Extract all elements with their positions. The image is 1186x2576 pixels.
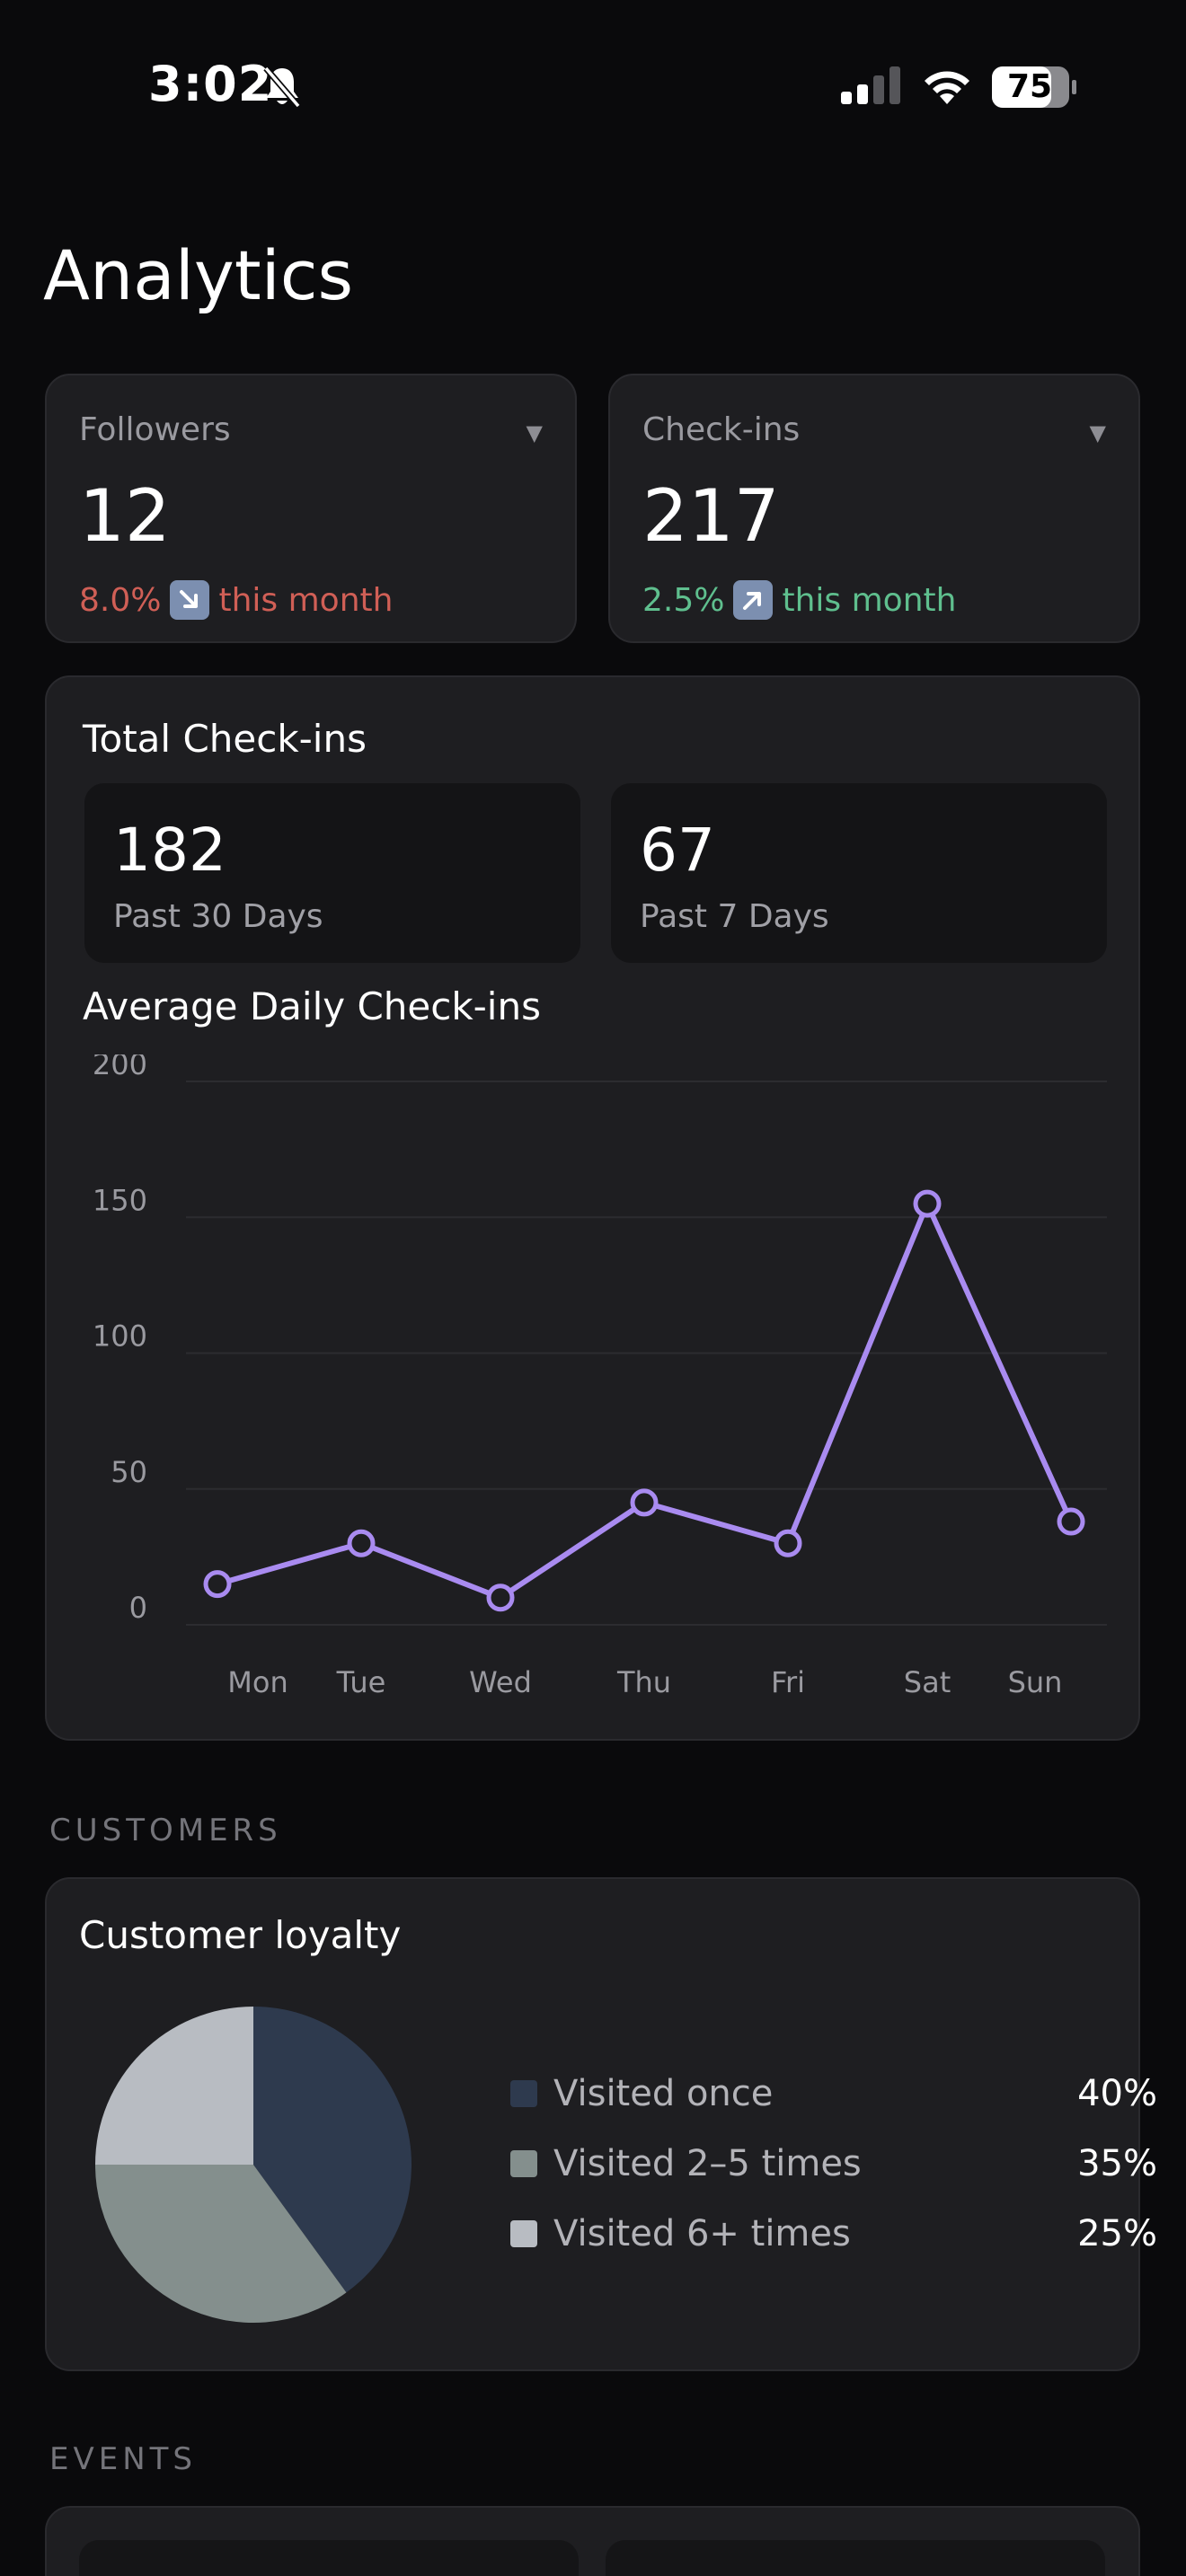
legend-swatch (510, 2150, 537, 2177)
arrow-up-right-icon (733, 580, 774, 620)
stat-period: this month (218, 581, 394, 619)
x-tick-label: Thu (616, 1665, 671, 1699)
legend-percent: 40% (1077, 2073, 1157, 2114)
arrow-down-right-icon (170, 580, 210, 620)
stat-trend: 2.5% this month (642, 580, 956, 620)
x-tick-label: Sat (904, 1665, 951, 1699)
stat-value: 217 (642, 474, 780, 558)
legend-label: Visited 6+ times (553, 2213, 851, 2254)
customer-loyalty-card: Customer loyalty Visited once 40% Visite… (45, 1877, 1157, 2371)
legend-swatch (510, 2220, 537, 2247)
average-daily-checkins-chart: 0 50 100 150 200 Mon Tue Wed Thu Fri Sat Sun (93, 1054, 1107, 1699)
legend-percent: 25% (1077, 2213, 1157, 2254)
data-point (774, 1529, 802, 1557)
data-point (1057, 1507, 1085, 1536)
stat-label: Check-ins (642, 411, 801, 448)
status-time: 3:02 (148, 56, 273, 112)
checkins-7-days-value: 67 (640, 816, 715, 885)
y-tick-label: 0 (129, 1591, 147, 1625)
chart-title: Average Daily Check-ins (83, 984, 541, 1028)
data-point (203, 1570, 232, 1599)
status-bar: 3:02 75 (0, 0, 1186, 171)
stat-label: Followers (79, 411, 231, 448)
wifi-icon (925, 71, 969, 104)
x-tick-label: Fri (771, 1665, 805, 1699)
y-tick-label: 100 (93, 1319, 147, 1354)
dropdown-caret-icon[interactable]: ▼ (1089, 420, 1106, 446)
customer-loyalty-pie-chart (95, 2007, 412, 2323)
x-tick-label: Sun (1008, 1665, 1063, 1699)
y-tick-label: 150 (93, 1183, 147, 1217)
customer-loyalty-title: Customer loyalty (79, 1913, 402, 1957)
pie-slice (253, 2007, 412, 2293)
battery-icon (992, 66, 1076, 108)
events-section-header: EVENTS (49, 2441, 198, 2477)
checkins-30-days-label: Past 30 Days (113, 898, 323, 935)
legend-swatch (510, 2080, 537, 2107)
total-checkins-title: Total Check-ins (83, 717, 367, 761)
checkins-30-days-value: 182 (113, 816, 226, 885)
data-point (486, 1584, 515, 1612)
y-tick-label: 50 (111, 1455, 147, 1489)
x-tick-label: Wed (469, 1665, 532, 1699)
checkins-7-days-label: Past 7 Days (640, 898, 829, 935)
page-title: Analytics (43, 235, 354, 315)
x-tick-label: Mon (227, 1665, 288, 1699)
checkins-7-days-box: 67 Past 7 Days (611, 783, 1107, 963)
legend-percent: 35% (1077, 2143, 1157, 2184)
data-point (913, 1189, 942, 1218)
legend-item: Visited once 40% (510, 2068, 1157, 2122)
checkins-line (217, 1201, 1074, 1601)
event-item[interactable] (606, 2540, 1105, 2576)
stat-trend: 8.0% this month (79, 580, 393, 620)
event-item[interactable] (79, 2540, 579, 2576)
data-point (347, 1529, 376, 1557)
events-card (45, 2506, 1140, 2576)
legend-label: Visited 2–5 times (553, 2143, 862, 2184)
legend-label: Visited once (553, 2073, 774, 2114)
checkins-card[interactable]: Check-ins ▼ 217 2.5% this month (608, 374, 1140, 643)
data-point (630, 1488, 659, 1517)
total-checkins-card: Total Check-ins 182 Past 30 Days 67 Past… (45, 675, 1140, 1741)
dropdown-caret-icon[interactable]: ▼ (526, 420, 543, 446)
x-tick-label: Tue (336, 1665, 386, 1699)
checkins-30-days-box: 182 Past 30 Days (84, 783, 580, 963)
legend-item: Visited 6+ times 25% (510, 2208, 1157, 2262)
stat-period: this month (782, 581, 957, 619)
pie-slice (95, 2007, 253, 2165)
followers-card[interactable]: Followers ▼ 12 8.0% this month (45, 374, 577, 643)
y-tick-label: 200 (93, 1054, 147, 1081)
battery-level: 75 (1006, 68, 1053, 105)
legend-item: Visited 2–5 times 35% (510, 2138, 1157, 2192)
cellular-signal-icon (841, 66, 900, 104)
customers-section-header: CUSTOMERS (49, 1813, 282, 1848)
stat-value: 12 (79, 474, 171, 558)
bell-slash-icon (263, 66, 301, 109)
pie-slice (95, 2165, 347, 2323)
stat-change: 2.5% (642, 581, 725, 619)
stat-change: 8.0% (79, 581, 162, 619)
